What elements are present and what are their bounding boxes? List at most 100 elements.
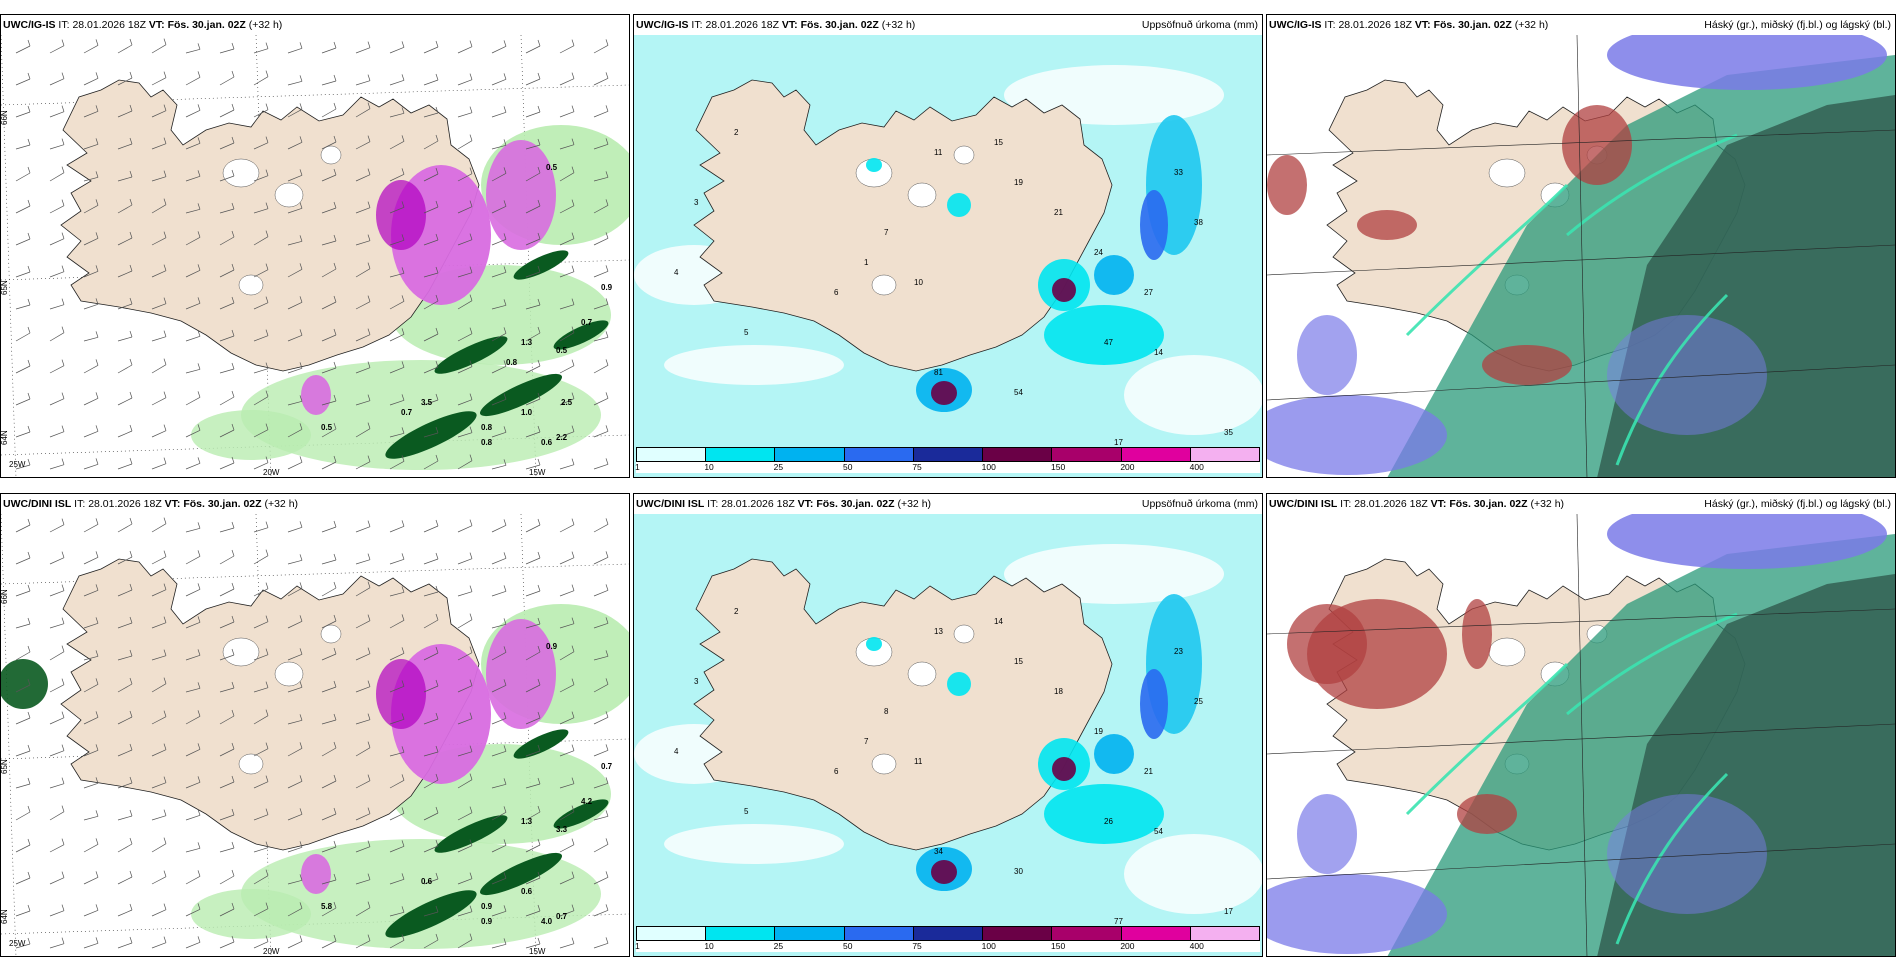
panel-header: UWC/IG-IS IT: 28.01.2026 18Z VT: Fös. 30… (1, 15, 629, 35)
wind-barb (185, 847, 201, 853)
init-time: 28.01.2026 18Z (1338, 19, 1412, 31)
snow-shading (301, 854, 331, 894)
wind-barb (117, 364, 133, 374)
wind-barb (185, 589, 201, 597)
wind-barb (593, 655, 609, 661)
precip-amount-label: 34 (934, 847, 943, 856)
wind-barb (321, 141, 337, 150)
wind-barb (15, 238, 31, 246)
colorbar-segment (1052, 927, 1122, 940)
wind-barb (559, 590, 575, 597)
wind-barb (287, 654, 303, 661)
wind-barb (423, 779, 439, 789)
wind-barb (83, 750, 99, 757)
wind-barbs (15, 38, 609, 470)
wind-barb (185, 655, 201, 661)
wind-barb (355, 174, 371, 182)
wind-barb (355, 907, 371, 917)
wind-barb (117, 876, 133, 885)
wind-barb (185, 749, 201, 757)
glacier (238, 274, 264, 296)
wind-barb (491, 783, 507, 789)
wind-barb (593, 78, 609, 86)
wind-barb (185, 687, 201, 693)
wind-barb (491, 943, 507, 949)
glacier (871, 274, 897, 296)
wind-barb (559, 205, 575, 214)
wind-barb (593, 783, 609, 789)
precip-value-label: 0.7 (556, 912, 568, 921)
precip-contour (1094, 734, 1134, 774)
precip-amount-label: 1 (864, 258, 869, 267)
precip-value-label: 0.7 (581, 318, 593, 327)
wind-barb (593, 144, 609, 150)
wind-barb (117, 143, 133, 150)
wind-barb (355, 141, 371, 150)
wind-barb (389, 911, 405, 917)
coord-label: 65N (1, 280, 9, 295)
wind-barb (83, 336, 99, 342)
wind-barb (423, 366, 439, 374)
wind-barb (389, 400, 405, 406)
precip-contour (931, 860, 957, 884)
coord-label: 66N (1, 589, 9, 604)
colorbar-segment (1121, 448, 1191, 461)
wind-barb (593, 111, 609, 118)
wind-barb (423, 751, 439, 757)
colorbar-label: 100 (981, 462, 996, 472)
heavy-precip-band (434, 336, 508, 374)
wind-barb (389, 526, 405, 533)
wind-barb (423, 525, 439, 533)
colorbar-label: 400 (1189, 941, 1204, 951)
wind-barb (593, 750, 609, 757)
wind-barb (253, 908, 269, 917)
wind-barb (491, 911, 507, 917)
map-panel-dini-precip: UWC/DINI ISL IT: 28.01.2026 18Z VT: Fös.… (633, 493, 1263, 957)
wind-barb (117, 589, 133, 597)
wind-barb (287, 527, 303, 533)
wind-barb (321, 108, 337, 118)
precip-amount-label: 38 (1194, 218, 1203, 227)
wind-barb (117, 815, 133, 821)
wind-barb (355, 80, 371, 86)
wind-barb (83, 78, 99, 86)
wind-barb (15, 651, 31, 661)
cloud-shading (1462, 599, 1492, 669)
wind-barb (219, 396, 235, 406)
precip-contour (947, 672, 971, 696)
wind-barb (83, 238, 99, 246)
wind-barb (389, 141, 405, 150)
wind-barb (49, 844, 65, 853)
wind-barb (457, 399, 473, 406)
wind-barb (219, 76, 235, 86)
wind-barb (49, 398, 65, 406)
heavy-precip-band (479, 373, 563, 417)
wind-barb (15, 943, 31, 949)
wind-barb (117, 303, 133, 310)
wind-barb (457, 112, 473, 118)
wind-barb (423, 46, 439, 54)
high-cloud (1267, 874, 1447, 954)
wind-barb (559, 684, 575, 693)
wind-barb (525, 398, 541, 406)
wind-barb (389, 174, 405, 182)
wind-barb (389, 432, 405, 438)
wind-barb (321, 620, 337, 629)
wind-barb (491, 591, 507, 597)
wind-barb (151, 655, 167, 661)
init-label: IT: (58, 19, 70, 31)
glacier (907, 182, 937, 208)
wind-barb (525, 783, 541, 789)
wind-barb (15, 172, 31, 182)
heavy-precip-band (553, 799, 609, 829)
wind-barb (525, 304, 541, 310)
snow-shading (486, 619, 556, 729)
wind-barb (287, 621, 303, 629)
wind-barb (219, 715, 235, 725)
precip-amount-label: 21 (1054, 208, 1063, 217)
panel-header: UWC/DINI ISL IT: 28.01.2026 18Z VT: Fös.… (1267, 494, 1895, 514)
cloud-shading (1482, 345, 1572, 385)
wind-barb (49, 365, 65, 374)
wind-barb (287, 269, 303, 278)
